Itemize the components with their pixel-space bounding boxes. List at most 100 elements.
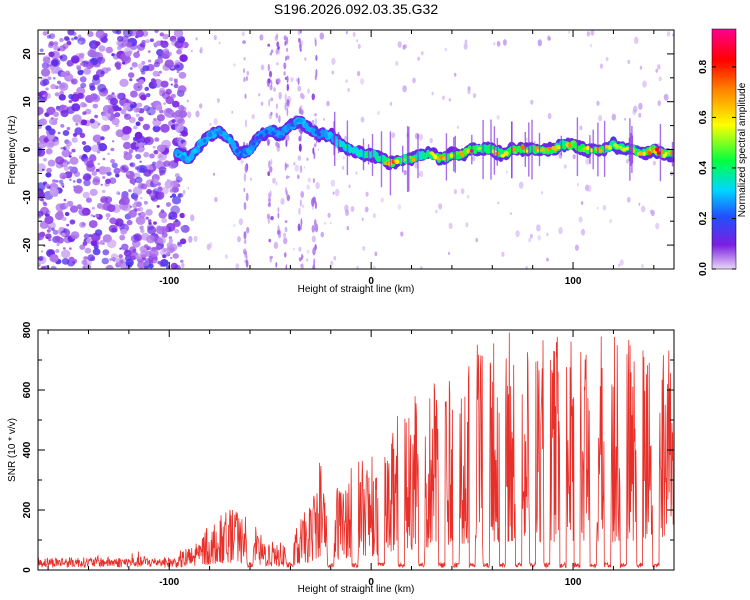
heat-smear (299, 133, 302, 142)
heat-cell (178, 123, 182, 127)
heat-cell (149, 248, 159, 258)
heat-speckle (199, 103, 203, 109)
heat-cell (50, 83, 57, 90)
spectrogram-ytick-label: 10 (22, 96, 33, 108)
heat-speckle (605, 56, 609, 62)
heat-speckle (280, 197, 285, 205)
heat-cell (174, 110, 183, 118)
heat-cell (59, 83, 66, 89)
heat-cell (136, 216, 144, 223)
heat-cell (66, 223, 70, 227)
heat-cell (136, 102, 143, 108)
heat-cell (177, 118, 185, 126)
heat-speckle (657, 64, 661, 70)
heat-cell (72, 31, 77, 36)
heat-speckle (515, 230, 520, 238)
heat-speckle (568, 30, 571, 34)
heat-cell (67, 161, 71, 165)
heat-smear (286, 47, 289, 52)
heat-smear (275, 48, 279, 55)
heat-cell (47, 159, 56, 167)
colorbar-label: Normalized spectral amplitude (737, 82, 748, 217)
heat-smear (278, 229, 282, 239)
heat-smear (267, 216, 270, 224)
spectrogram-xlabel: Height of straight line (km) (298, 284, 415, 295)
ridge-cell (395, 159, 400, 164)
ridge-cell (642, 151, 646, 157)
heat-speckle (298, 246, 302, 252)
heat-cell (42, 94, 46, 98)
heat-cell (147, 50, 151, 53)
heat-smear (269, 52, 273, 56)
heat-speckle (273, 87, 276, 92)
heat-cell (66, 106, 76, 114)
heat-cell (76, 178, 82, 184)
heat-cell (71, 148, 76, 153)
heat-speckle (596, 100, 600, 106)
heat-cell (39, 118, 48, 126)
heat-speckle (260, 64, 265, 71)
heat-cell (102, 249, 110, 256)
snr-panel: -100 0 100 0 200 400 600 800 Height of straight… (7, 321, 675, 595)
heat-smear (244, 164, 248, 173)
heat-cell (119, 164, 129, 173)
heat-cell (109, 97, 119, 106)
heat-speckle (653, 160, 656, 166)
heat-cell (38, 191, 45, 198)
heat-cell (53, 41, 59, 46)
heat-speckle (598, 115, 603, 122)
heat-speckle (317, 148, 320, 151)
heat-speckle (250, 177, 252, 181)
heat-smear (284, 220, 288, 224)
heat-speckle (240, 158, 244, 164)
heat-cell (46, 34, 52, 39)
ridge-spike (471, 134, 473, 165)
heat-cell (139, 225, 144, 230)
heat-cell (80, 70, 84, 73)
heat-cell (50, 265, 57, 269)
heat-speckle (213, 172, 215, 176)
ridge-spike (337, 131, 340, 154)
heat-smear (275, 261, 278, 268)
heat-cell (59, 45, 66, 52)
ridge-cell (215, 131, 220, 135)
heat-cell (71, 137, 78, 143)
heat-cell (132, 203, 138, 209)
heat-cell (60, 124, 65, 128)
ridge-spike (490, 119, 492, 180)
heat-cell (119, 234, 126, 241)
heat-cell (142, 123, 150, 131)
heat-speckle (534, 141, 536, 144)
colorbar-ticks: 0.0 0.2 0.4 0.6 0.8 (698, 60, 736, 276)
heat-smear (300, 40, 304, 46)
heat-cell (140, 250, 149, 258)
heat-cell (79, 76, 87, 83)
heat-cell (179, 133, 182, 137)
heat-cell (170, 83, 173, 86)
heat-cell (101, 189, 106, 194)
ridge-cell (197, 141, 201, 146)
ridge-cell (547, 146, 553, 150)
heat-smear (270, 158, 273, 166)
heat-speckle (431, 91, 434, 96)
ridge-cell (433, 154, 438, 160)
heat-cell (82, 191, 90, 199)
heat-speckle (536, 224, 541, 232)
heat-cell (40, 250, 44, 253)
heat-cell (80, 62, 84, 66)
heat-smear (268, 98, 271, 107)
heat-cell (97, 162, 100, 165)
ridge-cell (466, 148, 470, 154)
snr-xtick-label: -100 (159, 577, 179, 588)
ridge-cell (455, 151, 460, 155)
heat-cell (48, 51, 55, 58)
heat-cell (129, 178, 137, 185)
heat-cell (168, 77, 174, 82)
heat-cell (145, 216, 149, 220)
heat-cell (76, 86, 86, 95)
heat-cell (140, 94, 147, 101)
heat-cell (116, 40, 123, 46)
heat-cell (117, 35, 124, 42)
heat-cell (129, 67, 133, 70)
heat-cell (180, 259, 184, 263)
